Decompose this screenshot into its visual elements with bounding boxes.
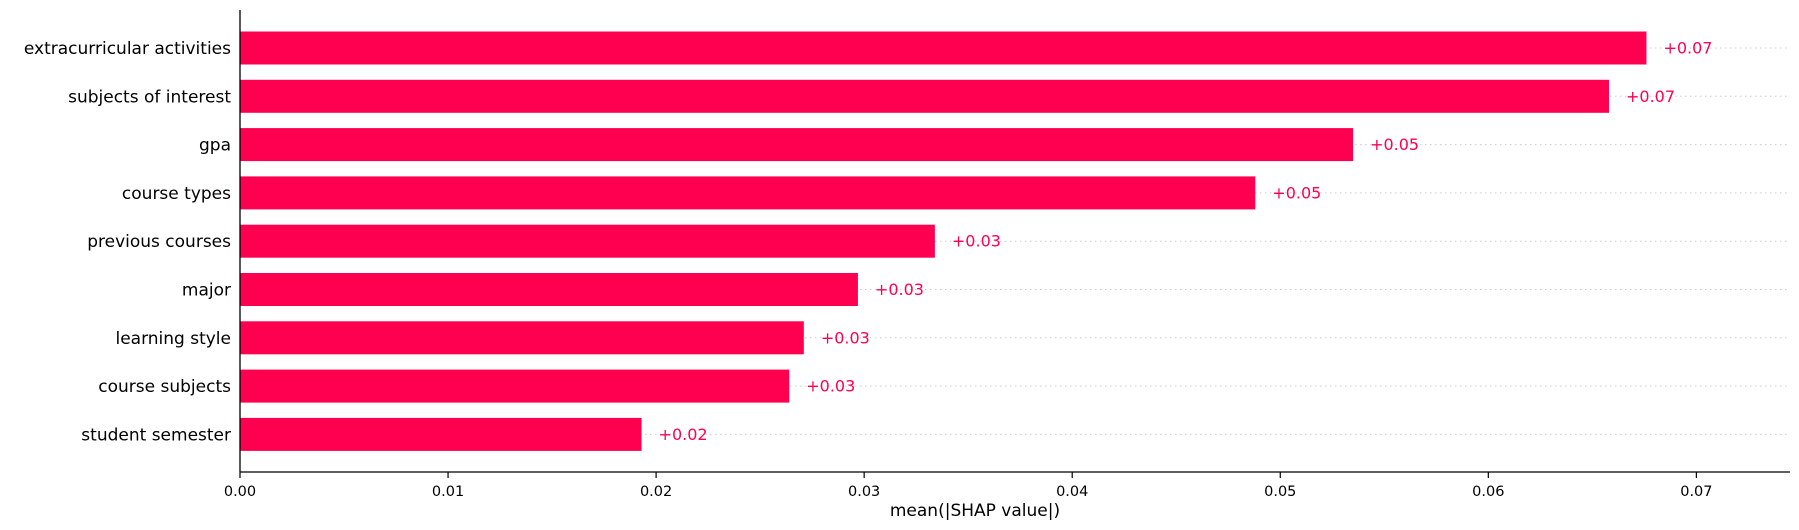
data-label: +0.07 [1663, 39, 1712, 58]
x-tick-label: 0.01 [432, 484, 464, 500]
data-label: +0.03 [952, 232, 1001, 251]
category-label: extracurricular activities [24, 39, 231, 59]
category-label: previous courses [87, 232, 231, 252]
category-label: student semester [81, 425, 231, 445]
data-label: +0.05 [1370, 135, 1419, 154]
bar [240, 224, 935, 258]
bar [240, 417, 642, 451]
category-label: course subjects [98, 377, 231, 397]
x-tick-label: 0.04 [1056, 484, 1088, 500]
bar [240, 369, 790, 403]
bar [240, 176, 1256, 210]
x-axis-ticks: 0.00 0.01 0.02 0.03 0.04 0.05 0.06 0.07 [224, 472, 1713, 500]
x-tick-label: 0.02 [640, 484, 672, 500]
category-label: major [182, 281, 231, 301]
data-label: +0.03 [821, 328, 870, 347]
data-label: +0.07 [1626, 87, 1675, 106]
category-label: course types [122, 184, 231, 204]
category-label: subjects of interest [68, 87, 231, 107]
x-tick-label: 0.00 [224, 484, 256, 500]
data-label: +0.02 [659, 425, 708, 444]
bar [240, 31, 1647, 65]
category-labels: extracurricular activities subjects of in… [24, 39, 231, 445]
bar [240, 79, 1609, 113]
data-labels: +0.07 +0.07 +0.05 +0.05 +0.03 +0.03 +0.03 +0.03… [659, 39, 1713, 444]
data-label: +0.03 [875, 280, 924, 299]
x-tick-label: 0.05 [1264, 484, 1296, 500]
bars [240, 31, 1647, 451]
bar [240, 273, 858, 306]
data-label: +0.05 [1272, 183, 1321, 202]
category-label: gpa [199, 136, 231, 156]
x-axis-title: mean(|SHAP value|) [890, 501, 1060, 521]
bar [240, 321, 804, 355]
x-tick-label: 0.06 [1472, 484, 1504, 500]
x-tick-label: 0.07 [1680, 484, 1712, 500]
data-label: +0.03 [806, 377, 855, 396]
category-label: learning style [115, 329, 231, 349]
bar [240, 128, 1354, 162]
x-tick-label: 0.03 [848, 484, 880, 500]
